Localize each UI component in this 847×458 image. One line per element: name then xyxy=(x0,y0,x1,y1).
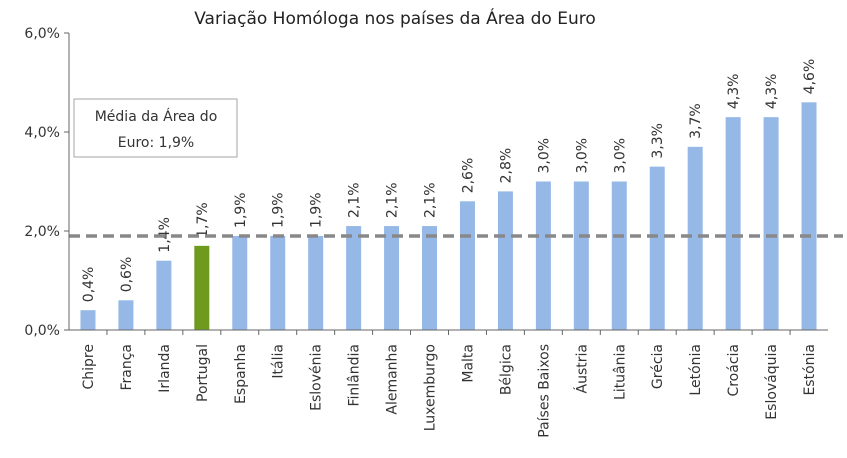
bar xyxy=(459,201,475,330)
bar xyxy=(801,102,817,330)
category-label: Letónia xyxy=(688,344,704,396)
bar xyxy=(422,226,438,330)
category-label: Eslovénia xyxy=(309,344,325,411)
data-label: 2,1% xyxy=(385,182,401,218)
bar xyxy=(270,235,286,330)
category-label: França xyxy=(119,344,135,391)
average-legend-line-1: Média da Área do xyxy=(95,108,218,125)
data-label: 1,7% xyxy=(195,202,211,238)
y-tick-label: 0,0% xyxy=(24,323,60,339)
data-label: 3,7% xyxy=(688,103,704,139)
bar xyxy=(118,300,134,330)
category-label: Luxemburgo xyxy=(423,344,439,431)
category-label: Alemanha xyxy=(385,344,401,415)
data-label: 4,3% xyxy=(726,74,742,110)
bar xyxy=(194,245,210,330)
data-label: 0,4% xyxy=(81,267,97,303)
chart-title: Variação Homóloga nos países da Área do … xyxy=(194,7,596,29)
data-label: 4,6% xyxy=(802,59,818,95)
category-label: Irlanda xyxy=(157,344,173,393)
data-label: 3,0% xyxy=(536,138,552,174)
bar xyxy=(497,191,513,330)
category-label: Chipre xyxy=(81,344,97,390)
category-label: Finlândia xyxy=(347,344,363,407)
data-label: 3,0% xyxy=(612,138,628,174)
data-label: 4,3% xyxy=(764,74,780,110)
bar xyxy=(80,310,96,330)
category-label: Eslováquia xyxy=(764,344,780,420)
bar xyxy=(384,226,400,330)
average-legend-line-2: Euro: 1,9% xyxy=(118,135,194,151)
category-label: Bélgica xyxy=(498,344,514,395)
average-legend-frame xyxy=(73,98,238,158)
category-labels: Chipre França Irlanda Portugal Espanha Itália… xyxy=(81,330,818,438)
category-label: Croácia xyxy=(726,344,742,397)
data-label: 2,1% xyxy=(347,182,363,218)
bar xyxy=(611,181,627,330)
category-label: Itália xyxy=(271,344,287,379)
category-label: Estónia xyxy=(802,344,818,396)
y-tick-label: 6,0% xyxy=(24,26,60,42)
data-label: 2,8% xyxy=(498,148,514,184)
category-label: Espanha xyxy=(233,344,249,404)
y-axis-ticks: 0,0% 2,0% 4,0% 6,0% xyxy=(24,26,69,339)
bar xyxy=(308,235,324,330)
data-label: 2,1% xyxy=(423,182,439,218)
data-label: 3,0% xyxy=(574,138,590,174)
bar xyxy=(763,117,779,331)
bar xyxy=(535,181,551,330)
bar xyxy=(649,166,665,330)
category-label: Grécia xyxy=(650,344,666,389)
data-label: 1,9% xyxy=(309,192,325,228)
bar xyxy=(346,226,362,330)
bar xyxy=(725,117,741,331)
bars xyxy=(80,102,817,331)
category-label: Países Baixos xyxy=(536,344,552,438)
category-label: Portugal xyxy=(195,344,211,402)
category-label: Malta xyxy=(460,344,476,383)
data-label: 3,3% xyxy=(650,123,666,159)
y-tick-label: 2,0% xyxy=(24,224,60,240)
data-label: 1,9% xyxy=(233,192,249,228)
data-labels: 0,4%0,6%1,4%1,7%1,9%1,9%1,9%2,1%2,1%2,1%… xyxy=(81,59,818,302)
bar xyxy=(573,181,589,330)
data-label: 1,9% xyxy=(271,192,287,228)
data-label: 0,6% xyxy=(119,257,135,293)
category-label: Lituânia xyxy=(612,344,628,400)
data-label: 2,6% xyxy=(460,158,476,194)
average-legend-box: Média da Área do Euro: 1,9% xyxy=(73,98,238,158)
bar xyxy=(156,260,172,330)
bar xyxy=(687,146,703,330)
bar xyxy=(232,235,248,330)
category-label: Áustria xyxy=(573,344,590,393)
y-tick-label: 4,0% xyxy=(24,125,60,141)
